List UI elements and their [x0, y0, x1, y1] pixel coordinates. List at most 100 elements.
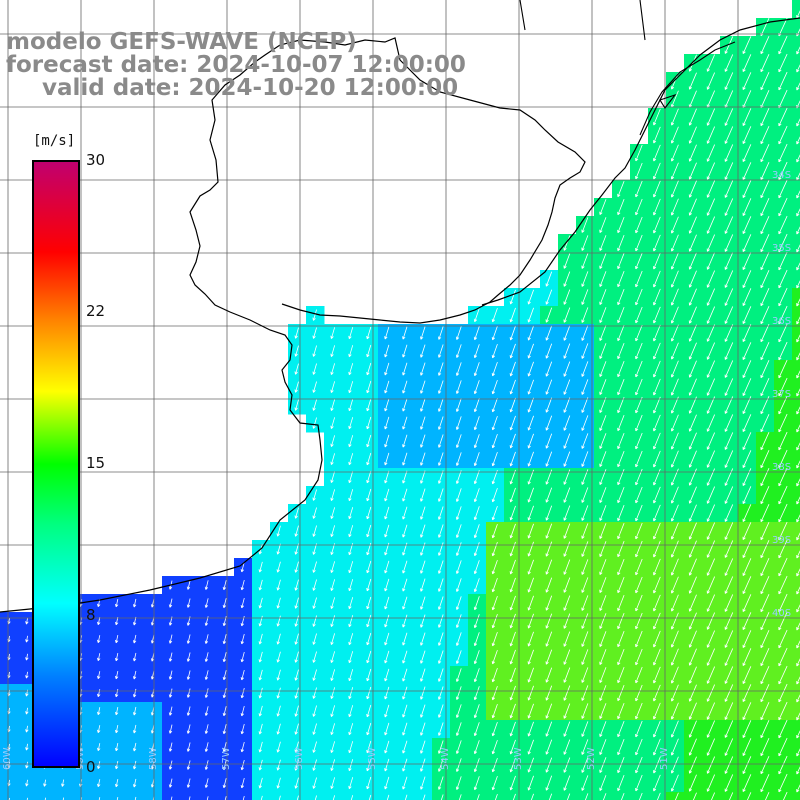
lat-label: 40S [772, 608, 791, 619]
wind-arrow [186, 652, 191, 662]
wind-arrow [384, 362, 390, 376]
wind-arrow [366, 434, 372, 448]
wind-arrow [724, 540, 734, 558]
wind-arrow [437, 398, 444, 412]
wind-arrow [563, 307, 571, 323]
wind-arrow [312, 723, 317, 735]
wind-arrow [706, 288, 716, 306]
wind-arrow [706, 342, 716, 360]
wind-arrow [348, 777, 354, 790]
wind-arrow [706, 486, 716, 504]
wind-arrow [491, 757, 498, 773]
wind-arrow [437, 434, 444, 448]
wind-arrow [168, 706, 173, 716]
wind-arrow [688, 684, 697, 702]
wind-arrow [348, 669, 354, 682]
wind-arrow [509, 667, 516, 683]
wind-arrow [688, 216, 697, 234]
wind-arrow [617, 631, 625, 648]
wind-arrow [455, 596, 462, 610]
wind-arrow [670, 612, 679, 630]
wind-arrow [653, 594, 661, 612]
wind-arrow [796, 532, 800, 541]
wind-arrow [760, 504, 770, 523]
wind-arrow [527, 577, 534, 593]
wind-arrow [742, 594, 752, 613]
wind-arrow [760, 252, 770, 271]
wind-arrow [635, 162, 643, 180]
wind-arrow [670, 594, 679, 612]
wind-arrow [724, 756, 734, 774]
wind-arrow [742, 144, 752, 163]
wind-arrow [635, 630, 643, 648]
wind-arrow [348, 453, 354, 466]
wind-speed-cell [360, 792, 379, 800]
wind-arrow [314, 795, 317, 800]
wind-arrow [617, 757, 625, 774]
wind-arrow [348, 687, 354, 700]
wind-arrow [455, 776, 462, 790]
wind-arrow [473, 596, 480, 611]
wind-speed-cell [486, 792, 505, 800]
wind-arrow [581, 217, 589, 233]
wind-arrow [653, 342, 661, 360]
wind-arrow [563, 685, 571, 701]
wind-arrow [599, 397, 607, 414]
wind-arrow [635, 594, 643, 612]
wind-arrow [420, 488, 426, 502]
wind-arrow [635, 702, 643, 720]
wind-arrow [688, 162, 697, 180]
wind-arrow [420, 470, 426, 484]
wind-arrow [617, 253, 625, 270]
wind-arrow [222, 598, 227, 609]
wind-arrow [491, 631, 498, 647]
wind-arrow [706, 720, 716, 738]
wind-arrow [778, 35, 788, 55]
wind-arrow [491, 739, 498, 755]
wind-arrow [330, 363, 336, 375]
wind-arrow [437, 704, 444, 718]
wind-arrow [276, 669, 281, 681]
wind-arrow [366, 398, 372, 412]
wind-arrow [563, 775, 571, 791]
wind-arrow [635, 540, 643, 558]
wind-arrow [760, 162, 770, 181]
wind-arrow [168, 598, 173, 608]
wind-speed-cell [180, 792, 199, 800]
wind-arrow [312, 309, 317, 321]
wind-arrow [384, 668, 390, 682]
wind-arrow [437, 560, 444, 574]
wind-speed-cell [792, 252, 800, 271]
wind-arrow [653, 774, 661, 792]
wind-arrow [276, 561, 281, 573]
wind-arrow [617, 379, 625, 396]
wind-arrow [330, 561, 336, 573]
wind-arrow [688, 180, 697, 198]
wind-arrow [204, 706, 209, 716]
wind-speed-cell [792, 18, 800, 37]
wind-arrow [545, 613, 553, 629]
wind-arrow [186, 634, 191, 644]
wind-arrow [778, 521, 788, 541]
wind-arrow [653, 432, 661, 450]
wind-arrow [350, 795, 354, 800]
wind-arrow [796, 244, 800, 253]
wind-arrow [635, 180, 643, 198]
wind-arrow [437, 614, 444, 628]
wind-arrow [617, 739, 625, 756]
wind-arrow [437, 668, 444, 682]
wind-arrow [635, 450, 643, 468]
wind-arrow [222, 634, 227, 645]
wind-arrow [635, 234, 643, 252]
wind-arrow [294, 381, 299, 393]
wind-arrow [778, 251, 788, 271]
wind-arrow [473, 398, 480, 413]
wind-arrow [330, 597, 336, 609]
wind-arrow [278, 795, 281, 800]
wind-arrow [545, 271, 553, 287]
wind-arrow [778, 539, 788, 559]
wind-arrow [545, 325, 553, 341]
wind-speed-cell [792, 432, 800, 451]
wind-arrow [509, 559, 516, 575]
wind-arrow [455, 740, 462, 754]
